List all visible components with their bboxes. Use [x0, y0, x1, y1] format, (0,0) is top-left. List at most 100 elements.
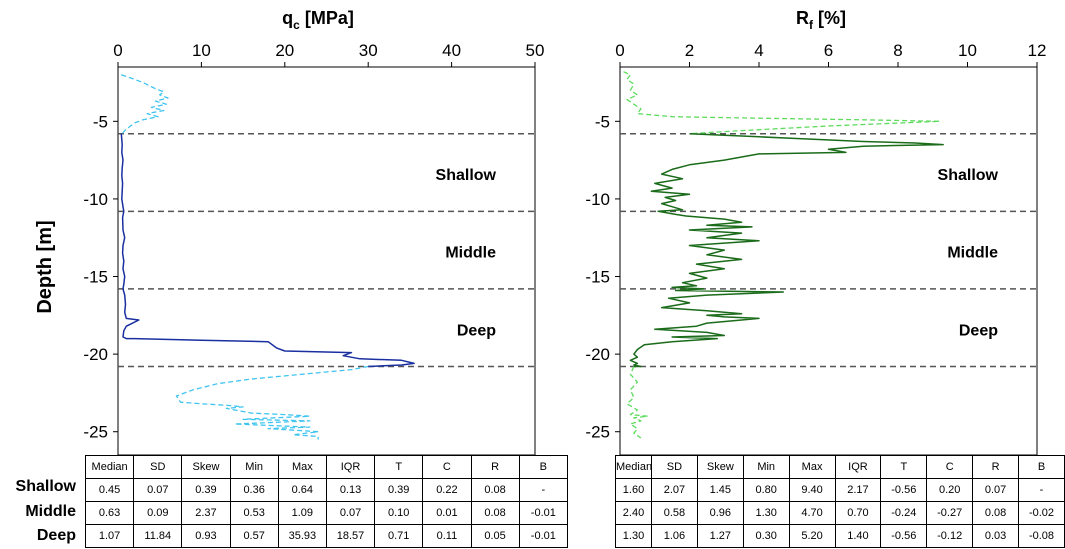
table-cell: 0.57: [229, 524, 279, 548]
table-cell: 4.70: [788, 501, 836, 525]
table-cell: 1.30: [615, 524, 652, 548]
table-cell: 0.08: [470, 478, 520, 502]
header-cell: Min: [742, 455, 790, 479]
table-cell: -0.12: [926, 524, 974, 548]
layer-label: Deep: [959, 322, 998, 339]
table-cell: 0.39: [181, 478, 231, 502]
layer-label: Middle: [947, 245, 998, 262]
x-tick-label: 40: [442, 41, 461, 60]
table-cell: 0.64: [277, 478, 327, 502]
header-cell: T: [374, 455, 424, 479]
stats-table-rf: Median SD Skew Min Max IQR T C R B 1.60 …: [615, 455, 1065, 548]
header-cell: Skew: [696, 455, 744, 479]
x-tick-label: 12: [1028, 41, 1047, 60]
y-axis-label: Depth [m]: [34, 220, 56, 313]
y-tick-label: -20: [585, 345, 610, 364]
table-row: 0.45 0.07 0.39 0.36 0.64 0.13 0.39 0.22 …: [84, 478, 569, 502]
header-cell: Skew: [181, 455, 231, 479]
title-symbol: R: [796, 8, 809, 28]
chart-title: qc [MPa]: [282, 8, 354, 32]
y-tick-label: -5: [595, 112, 610, 131]
header-cell: C: [926, 455, 974, 479]
table-cell: -0.27: [926, 501, 974, 525]
table-row: 0.63 0.09 2.37 0.53 1.09 0.07 0.10 0.01 …: [84, 501, 569, 525]
table-cell: 0.39: [374, 478, 424, 502]
layer-label: Middle: [445, 245, 496, 262]
table-cell: 0.30: [742, 524, 790, 548]
table-header-row: Median SD Skew Min Max IQR T C R B: [615, 455, 1065, 479]
table-cell: -0.01: [518, 524, 569, 548]
table-cell: 0.07: [325, 501, 376, 525]
header-cell: R: [972, 455, 1019, 479]
table-cell: 1.40: [834, 524, 882, 548]
header-cell: Median: [84, 455, 135, 479]
title-subscript: f: [809, 18, 814, 32]
table-cell: -0.02: [1018, 501, 1065, 525]
table-cell: 0.80: [742, 478, 790, 502]
table-cell: 0.70: [834, 501, 882, 525]
table-cell: 1.07: [84, 524, 135, 548]
table-cell: 9.40: [788, 478, 836, 502]
table-cell: 1.27: [696, 524, 744, 548]
table-cell: -0.08: [1018, 524, 1065, 548]
title-unit: [%]: [813, 8, 846, 28]
table-cell: 0.36: [229, 478, 279, 502]
stats-table-qc: Median SD Skew Min Max IQR T C R B 0.45 …: [84, 455, 569, 548]
header-cell: Max: [788, 455, 836, 479]
header-cell: Max: [277, 455, 327, 479]
table-cell: 2.17: [834, 478, 882, 502]
table-cell: 1.45: [696, 478, 744, 502]
x-tick-label: 6: [824, 41, 833, 60]
row-label-deep: Deep: [36, 527, 76, 544]
header-cell: IQR: [834, 455, 882, 479]
y-tick-label: -20: [83, 345, 108, 364]
header-cell: Median: [615, 455, 652, 479]
x-tick-label: 10: [958, 41, 977, 60]
table-cell: 2.07: [651, 478, 698, 502]
table-cell: 0.63: [84, 501, 135, 525]
table-cell: 2.37: [181, 501, 231, 525]
table-cell: 0.03: [972, 524, 1019, 548]
profile-series-outside: [626, 366, 649, 439]
table-cell: 0.01: [422, 501, 472, 525]
header-cell: IQR: [325, 455, 376, 479]
table-cell: 0.08: [972, 501, 1019, 525]
profile-series-outside: [175, 365, 369, 440]
header-cell: SD: [133, 455, 183, 479]
table-cell: 35.93: [277, 524, 327, 548]
x-tick-label: 2: [685, 41, 694, 60]
table-cell: 0.71: [374, 524, 424, 548]
table-cell: 0.07: [972, 478, 1019, 502]
table-cell: 1.09: [277, 501, 327, 525]
profile-series-inside: [629, 132, 944, 368]
table-row: 1.07 11.84 0.93 0.57 35.93 18.57 0.71 0.…: [84, 524, 569, 548]
table-cell: 0.11: [422, 524, 472, 548]
profile-series-outside: [121, 74, 169, 135]
table-cell: 1.30: [742, 501, 790, 525]
header-cell: B: [1018, 455, 1065, 479]
title-subscript: c: [293, 18, 300, 32]
row-label-shallow: Shallow: [15, 478, 76, 495]
table-cell: 0.58: [651, 501, 698, 525]
x-tick-label: 8: [893, 41, 902, 60]
header-cell: B: [518, 455, 569, 479]
profile-series-inside: [120, 133, 415, 368]
x-tick-label: 30: [359, 41, 378, 60]
table-row: 2.40 0.58 0.96 1.30 4.70 0.70 -0.24 -0.2…: [615, 501, 1065, 525]
y-tick-label: -15: [83, 268, 108, 287]
table-cell: -0.24: [880, 501, 928, 525]
table-row: 1.60 2.07 1.45 0.80 9.40 2.17 -0.56 0.20…: [615, 478, 1065, 502]
profile-series-outside: [623, 71, 941, 135]
row-label-middle: Middle: [25, 503, 76, 520]
y-tick-label: -5: [93, 112, 108, 131]
x-tick-label: 10: [192, 41, 211, 60]
table-cell: -: [518, 478, 569, 502]
header-cell: C: [422, 455, 472, 479]
header-cell: T: [880, 455, 928, 479]
x-tick-label: 0: [615, 41, 624, 60]
table-cell: -0.01: [518, 501, 569, 525]
header-cell: Min: [229, 455, 279, 479]
table-cell: 0.10: [374, 501, 424, 525]
table-cell: 11.84: [133, 524, 183, 548]
table-cell: 0.13: [325, 478, 376, 502]
